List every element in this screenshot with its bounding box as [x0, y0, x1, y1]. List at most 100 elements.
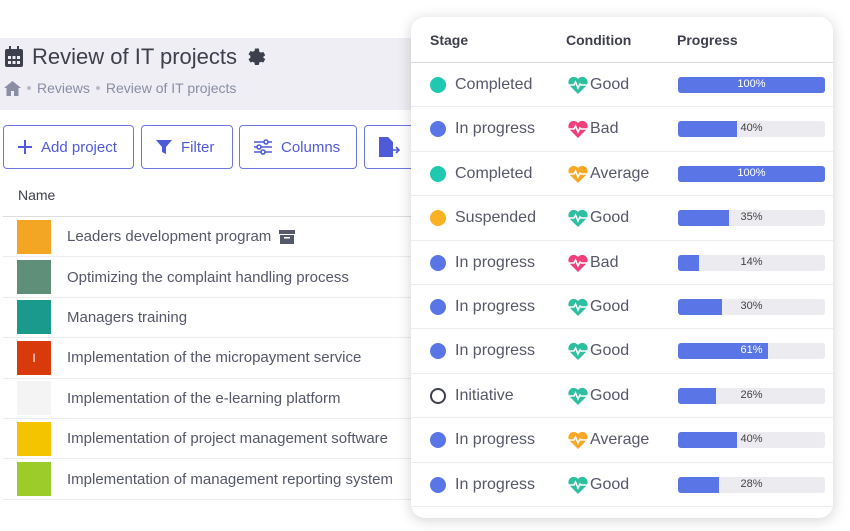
table-row[interactable]: Optimizing the complaint handling proces…: [3, 257, 423, 298]
table-row[interactable]: Completed Average 100%: [411, 152, 833, 197]
columns-button[interactable]: Columns: [239, 125, 357, 169]
heart-pulse-icon: [568, 432, 588, 450]
breadcrumb-reviews[interactable]: Reviews: [37, 80, 90, 96]
table-row[interactable]: Suspended Good 35%: [411, 196, 833, 241]
project-name[interactable]: Optimizing the complaint handling proces…: [67, 269, 349, 286]
progress-fill: [678, 343, 768, 360]
progress-percent: 30%: [740, 299, 763, 312]
stage-dot-icon: [430, 432, 446, 449]
heart-pulse-icon: [568, 476, 588, 494]
table-row[interactable]: Implementation of management reporting s…: [3, 459, 423, 500]
progress-bar: 26%: [678, 387, 825, 404]
project-thumbnail: [17, 381, 51, 416]
progress-fill: [678, 121, 737, 138]
table-row[interactable]: In progress Average 40%: [411, 418, 833, 463]
export-button[interactable]: [364, 125, 444, 169]
stage-dot-icon: [430, 121, 446, 138]
heart-pulse-icon: [568, 343, 588, 361]
progress-fill: [678, 387, 717, 404]
table-row[interactable]: Completed Good 100%: [411, 63, 833, 108]
home-icon[interactable]: [4, 80, 21, 96]
project-name-text: Leaders development program: [67, 228, 272, 246]
project-name-text: Implementation of management reporting s…: [67, 470, 393, 488]
progress-percent: 40%: [740, 433, 763, 446]
project-thumbnail: [17, 300, 51, 335]
progress-bar: 40%: [678, 121, 825, 138]
project-name[interactable]: Implementation of the micropayment servi…: [67, 349, 361, 366]
progress-percent: 28%: [740, 477, 763, 490]
progress-bar: 40%: [678, 432, 825, 449]
condition-label: Bad: [590, 253, 619, 271]
condition-label: Good: [590, 297, 630, 315]
table-row[interactable]: I Implementation of the micropayment ser…: [3, 338, 423, 379]
project-rows: Leaders development program Optimizing t…: [3, 216, 423, 500]
archive-icon: [279, 229, 296, 244]
table-row[interactable]: In progress Bad 14%: [411, 241, 833, 285]
stage-dot-icon: [430, 343, 446, 360]
table-row[interactable]: Managers training: [3, 298, 423, 339]
progress-percent: 40%: [740, 122, 763, 135]
progress-percent: 26%: [740, 388, 763, 401]
heart-pulse-icon: [568, 387, 588, 405]
page-header: [0, 38, 420, 110]
stage-column-header[interactable]: Stage: [430, 32, 469, 48]
progress-bar: 14%: [678, 254, 825, 271]
progress-bar: 35%: [678, 210, 825, 227]
heart-pulse-icon: [568, 76, 588, 94]
progress-bar: 30%: [678, 298, 825, 315]
table-row[interactable]: In progress Good 30%: [411, 285, 833, 330]
progress-fill: [678, 77, 825, 93]
table-row[interactable]: In progress Good 61%: [411, 329, 833, 374]
progress-fill: [678, 298, 723, 315]
heart-pulse-icon: [568, 121, 588, 139]
progress-bar: 100%: [678, 77, 825, 93]
project-thumbnail: [17, 219, 51, 254]
project-name-text: Managers training: [67, 308, 188, 326]
condition-label: Average: [590, 164, 650, 182]
progress-percent: 35%: [740, 211, 763, 224]
condition-label: Good: [590, 76, 630, 93]
stage-label: Completed: [455, 76, 533, 93]
progress-bar: 28%: [678, 476, 825, 493]
name-column-header[interactable]: Name: [18, 187, 56, 203]
table-row[interactable]: In progress Good 28%: [411, 463, 833, 507]
progress-column-header[interactable]: Progress: [677, 32, 738, 48]
project-thumbnail: I: [17, 340, 51, 375]
project-name-text: Implementation of the micropayment servi…: [67, 349, 362, 367]
stage-dot-icon: [430, 298, 446, 315]
progress-fill: [678, 210, 730, 227]
stage-dot-icon: [430, 210, 446, 227]
export-file-icon: [379, 137, 401, 157]
project-list-panel: Review of IT projects Reviews Review of …: [0, 0, 444, 531]
project-name[interactable]: Leaders development program: [67, 228, 296, 246]
condition-label: Good: [590, 209, 630, 227]
table-row[interactable]: Leaders development program: [3, 217, 423, 258]
page-title-wrap: Review of IT projects: [4, 44, 267, 70]
stage-label: In progress: [455, 431, 536, 449]
table-row[interactable]: In progress Bad 40%: [411, 107, 833, 152]
heart-pulse-icon: [568, 165, 588, 183]
project-name[interactable]: Managers training: [67, 309, 187, 326]
progress-bar: 61%: [678, 343, 825, 360]
heart-pulse-icon: [568, 210, 588, 228]
add-project-button[interactable]: Add project: [3, 125, 134, 169]
table-row[interactable]: Implementation of project management sof…: [3, 419, 423, 460]
project-name[interactable]: Implementation of the e-learning platfor…: [67, 390, 340, 407]
progress-percent: 100%: [737, 166, 766, 179]
page-title: Review of IT projects: [32, 44, 238, 69]
condition-label: Bad: [590, 120, 619, 138]
project-name[interactable]: Implementation of management reporting s…: [67, 471, 393, 488]
table-row[interactable]: Initiative Good 26%: [411, 374, 833, 419]
condition-column-header[interactable]: Condition: [566, 32, 632, 48]
stage-condition-progress-card: Stage Condition Progress Completed Good …: [411, 17, 833, 518]
gear-icon[interactable]: [245, 46, 267, 68]
filter-label: Filter: [181, 138, 215, 156]
filter-icon: [156, 139, 172, 154]
project-name[interactable]: Implementation of project management sof…: [67, 430, 388, 447]
filter-button[interactable]: Filter: [141, 125, 233, 169]
breadcrumb: Reviews Review of IT projects: [4, 80, 236, 96]
stage-dot-icon: [430, 387, 446, 404]
project-thumbnail: [17, 462, 51, 497]
table-row[interactable]: Implementation of the e-learning platfor…: [3, 379, 423, 419]
progress-fill: [678, 165, 825, 182]
